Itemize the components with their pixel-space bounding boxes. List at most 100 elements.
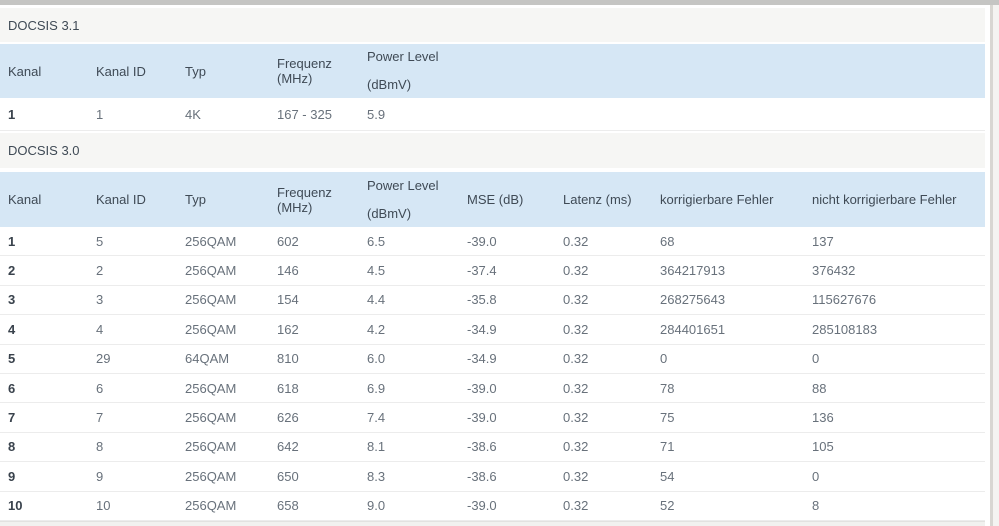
docsis31-table-row: 1 1 4K 167 - 325 5.9 (0, 98, 985, 131)
cell-power-level: 7.4 (367, 410, 386, 426)
cell-typ: 256QAM (185, 498, 237, 514)
cell-frequenz: 626 (277, 410, 299, 426)
cell-korrigierbare-fehler: 364217913 (660, 263, 726, 279)
next-section-edge (0, 520, 985, 526)
page-background-strip (993, 5, 999, 526)
cell-nicht-korrigierbare-fehler: 376432 (812, 263, 856, 279)
panel-right-border (990, 5, 993, 526)
cell-latenz: 0.32 (563, 351, 589, 367)
cell-korrigierbare-fehler: 75 (660, 410, 675, 426)
cell-kanal-id: 1 (96, 106, 104, 122)
cell-latenz: 0.32 (563, 321, 589, 337)
cell-power-level: 6.0 (367, 351, 386, 367)
cell-kanal-id: 9 (96, 468, 104, 484)
cell-power-level: 6.5 (367, 233, 386, 249)
docsis30-table-row: 2 2 256QAM 146 4.5 -37.4 0.32 364217913 … (0, 256, 985, 286)
column-header-power-level: Power Level (dBmV) (367, 172, 467, 227)
column-header-power-level: Power Level (dBmV) (367, 44, 467, 98)
cell-latenz: 0.32 (563, 410, 589, 426)
cell-nicht-korrigierbare-fehler: 115627676 (812, 292, 877, 308)
cell-kanal: 10 (8, 498, 23, 514)
cell-frequenz: 167 - 325 (277, 106, 332, 122)
cell-typ: 256QAM (185, 410, 237, 426)
cell-kanal: 9 (8, 468, 16, 484)
cell-korrigierbare-fehler: 54 (660, 468, 675, 484)
cell-power-level: 5.9 (367, 106, 386, 122)
cell-power-level: 8.1 (367, 439, 386, 455)
column-header-mse: MSE (dB) (467, 192, 524, 207)
cell-frequenz: 162 (277, 321, 299, 337)
cell-latenz: 0.32 (563, 233, 589, 249)
cell-frequenz: 650 (277, 468, 299, 484)
cell-power-level: 4.4 (367, 292, 386, 308)
cell-kanal: 7 (8, 410, 16, 426)
column-header-nicht-korrigierbare-fehler: nicht korrigierbare Fehler (812, 192, 957, 207)
power-level-label-line1: Power Level (367, 49, 439, 64)
cell-kanal-id: 3 (96, 292, 104, 308)
cell-nicht-korrigierbare-fehler: 105 (812, 439, 834, 455)
cell-typ: 256QAM (185, 380, 237, 396)
docsis30-table-row: 3 3 256QAM 154 4.4 -35.8 0.32 268275643 … (0, 285, 985, 316)
column-header-typ: Typ (185, 63, 206, 79)
cell-nicht-korrigierbare-fehler: 8 (812, 498, 820, 514)
cell-korrigierbare-fehler: 0 (660, 351, 668, 367)
docsis30-section: DOCSIS 3.0 Kanal Kanal ID Typ Frequenz (… (0, 133, 985, 521)
power-level-label-line1: Power Level (367, 177, 439, 193)
cell-mse: -39.0 (467, 380, 497, 396)
cell-typ: 4K (185, 106, 201, 122)
cell-nicht-korrigierbare-fehler: 136 (812, 410, 834, 426)
cell-kanal: 5 (8, 351, 16, 367)
cell-typ: 256QAM (185, 292, 237, 308)
cell-frequenz: 658 (277, 498, 299, 514)
cell-power-level: 4.5 (367, 263, 386, 279)
cell-latenz: 0.32 (563, 292, 589, 308)
power-level-label-line2: (dBmV) (367, 77, 412, 92)
docsis30-section-title: DOCSIS 3.0 (0, 133, 985, 168)
cell-mse: -39.0 (467, 410, 497, 426)
docsis30-table-row: 10 10 256QAM 658 9.0 -39.0 0.32 52 8 (0, 491, 985, 521)
cell-mse: -37.4 (467, 263, 497, 279)
cell-nicht-korrigierbare-fehler: 0 (812, 468, 820, 484)
cell-typ: 256QAM (185, 263, 237, 279)
docsis30-table-row: 9 9 256QAM 650 8.3 -38.6 0.32 54 0 (0, 462, 985, 492)
docsis30-table-header: Kanal Kanal ID Typ Frequenz (MHz) Power … (0, 172, 985, 227)
cell-latenz: 0.32 (563, 439, 589, 455)
top-edge-border (0, 0, 999, 5)
cell-power-level: 9.0 (367, 498, 386, 514)
cell-frequenz: 810 (277, 351, 299, 367)
column-header-frequenz: Frequenz (MHz) (277, 184, 332, 215)
docsis30-table-row: 5 29 64QAM 810 6.0 -34.9 0.32 0 0 (0, 344, 985, 374)
cell-korrigierbare-fehler: 268275643 (660, 292, 726, 308)
cell-kanal-id: 6 (96, 380, 104, 396)
cell-korrigierbare-fehler: 52 (660, 498, 675, 514)
cell-nicht-korrigierbare-fehler: 137 (812, 233, 834, 249)
column-header-typ: Typ (185, 192, 206, 207)
cell-korrigierbare-fehler: 68 (660, 233, 675, 249)
docsis31-section: DOCSIS 3.1 Kanal Kanal ID Typ Frequenz (… (0, 8, 985, 131)
cell-kanal: 1 (8, 106, 16, 122)
cell-kanal-id: 7 (96, 410, 104, 426)
docsis30-table-row: 6 6 256QAM 618 6.9 -39.0 0.32 78 88 (0, 373, 985, 404)
cell-kanal: 1 (8, 233, 16, 249)
cell-kanal: 8 (8, 439, 16, 455)
cell-kanal-id: 2 (96, 263, 104, 279)
column-header-korrigierbare-fehler: korrigierbare Fehler (660, 192, 774, 207)
cell-power-level: 6.9 (367, 380, 386, 396)
cell-kanal: 3 (8, 292, 16, 308)
cell-nicht-korrigierbare-fehler: 0 (812, 351, 820, 367)
column-header-kanal-id: Kanal ID (96, 192, 146, 207)
cell-latenz: 0.32 (563, 263, 589, 279)
docsis31-section-title: DOCSIS 3.1 (0, 8, 985, 42)
cell-frequenz: 154 (277, 292, 299, 308)
right-panel-edge (985, 5, 999, 526)
cell-korrigierbare-fehler: 284401651 (660, 321, 726, 337)
column-header-kanal: Kanal (8, 192, 42, 207)
cell-kanal-id: 29 (96, 351, 111, 367)
page-content: DOCSIS 3.1 Kanal Kanal ID Typ Frequenz (… (0, 5, 985, 526)
docsis31-table-body: 1 1 4K 167 - 325 5.9 (0, 98, 985, 131)
cell-frequenz: 602 (277, 233, 299, 249)
column-header-kanal: Kanal (8, 63, 42, 79)
cell-latenz: 0.32 (563, 498, 589, 514)
cell-nicht-korrigierbare-fehler: 88 (812, 380, 827, 396)
